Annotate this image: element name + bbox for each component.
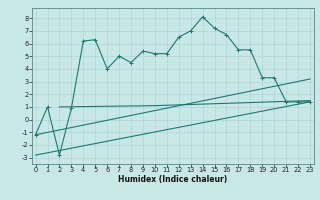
X-axis label: Humidex (Indice chaleur): Humidex (Indice chaleur) xyxy=(118,175,228,184)
